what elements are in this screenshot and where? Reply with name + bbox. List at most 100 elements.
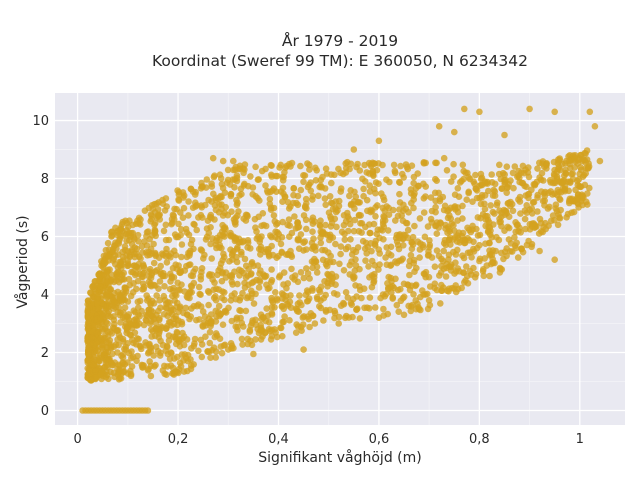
data-point	[107, 343, 115, 351]
data-point	[361, 304, 368, 312]
data-point	[122, 288, 130, 295]
data-point	[198, 353, 206, 361]
data-point	[487, 202, 495, 209]
data-point	[254, 262, 262, 269]
data-point	[362, 257, 369, 265]
data-point	[147, 211, 155, 218]
data-point	[212, 296, 220, 304]
data-point	[125, 275, 133, 283]
data-point	[390, 284, 398, 292]
data-point	[477, 170, 485, 178]
data-point	[404, 226, 412, 234]
data-point	[202, 201, 209, 209]
data-point	[131, 329, 139, 337]
data-point	[327, 273, 334, 280]
data-point	[455, 193, 463, 200]
data-point	[467, 228, 475, 236]
data-point	[258, 327, 266, 334]
data-point	[537, 176, 545, 183]
data-point	[173, 303, 180, 311]
data-point	[427, 194, 435, 201]
data-point	[116, 237, 123, 244]
data-point	[458, 284, 466, 292]
data-point	[538, 188, 545, 195]
data-point	[244, 213, 251, 220]
data-point	[89, 340, 97, 348]
data-point	[104, 304, 112, 311]
data-point	[147, 318, 155, 325]
data-point	[354, 244, 362, 251]
data-point	[425, 297, 433, 304]
data-point	[224, 166, 232, 174]
data-point	[396, 231, 404, 238]
y-tick-labels: 0 2 4 6 8 10	[32, 114, 49, 419]
data-point	[137, 221, 144, 228]
data-point	[164, 343, 171, 351]
data-point	[536, 215, 544, 223]
data-point	[281, 313, 288, 320]
data-point	[212, 196, 220, 204]
data-point	[586, 184, 593, 192]
data-point	[205, 196, 212, 204]
data-point	[424, 290, 431, 298]
data-point	[319, 256, 327, 264]
data-point	[460, 167, 468, 175]
data-point	[165, 318, 173, 326]
data-point	[119, 314, 127, 321]
x-tick-label: 0,2	[168, 432, 189, 447]
data-point	[237, 314, 244, 322]
data-point	[262, 222, 270, 230]
data-point	[516, 174, 523, 181]
data-point	[176, 286, 183, 294]
data-point	[150, 240, 157, 248]
data-point	[238, 248, 245, 256]
data-point	[185, 261, 193, 269]
data-point	[476, 241, 483, 249]
data-point	[322, 221, 329, 229]
data-point	[496, 218, 503, 226]
data-point	[283, 284, 290, 292]
data-point	[525, 164, 532, 171]
data-point	[116, 334, 124, 341]
data-point	[310, 235, 317, 242]
data-point	[207, 240, 214, 248]
data-point	[110, 313, 117, 320]
data-point	[419, 244, 427, 251]
data-point	[279, 302, 286, 310]
data-point	[239, 341, 246, 348]
data-point	[161, 283, 168, 290]
data-point	[406, 286, 414, 294]
data-point	[262, 182, 269, 189]
data-point	[232, 323, 239, 330]
data-point	[274, 235, 282, 243]
data-point	[303, 246, 310, 253]
data-point	[488, 234, 496, 241]
data-point	[160, 292, 168, 300]
data-point	[433, 247, 441, 254]
data-point	[466, 237, 473, 244]
data-point	[486, 224, 494, 231]
data-point	[123, 237, 130, 245]
data-point	[476, 182, 484, 189]
data-point	[501, 227, 508, 234]
data-point	[428, 219, 436, 226]
data-point	[580, 171, 588, 179]
data-point	[162, 249, 170, 257]
data-point	[151, 332, 159, 340]
data-point	[396, 190, 403, 198]
data-point	[501, 131, 508, 139]
data-point	[344, 243, 352, 251]
data-point	[264, 248, 272, 256]
data-point	[288, 159, 296, 167]
data-point	[340, 299, 347, 307]
data-point	[145, 295, 152, 303]
data-point	[274, 172, 281, 180]
data-point	[405, 262, 413, 270]
data-point	[135, 320, 143, 327]
y-tick-label: 10	[32, 114, 49, 129]
data-point	[420, 159, 428, 166]
data-point	[582, 150, 589, 157]
y-axis-label: Vågperiod (s)	[14, 215, 31, 308]
data-point	[327, 215, 335, 223]
data-point	[117, 224, 125, 231]
